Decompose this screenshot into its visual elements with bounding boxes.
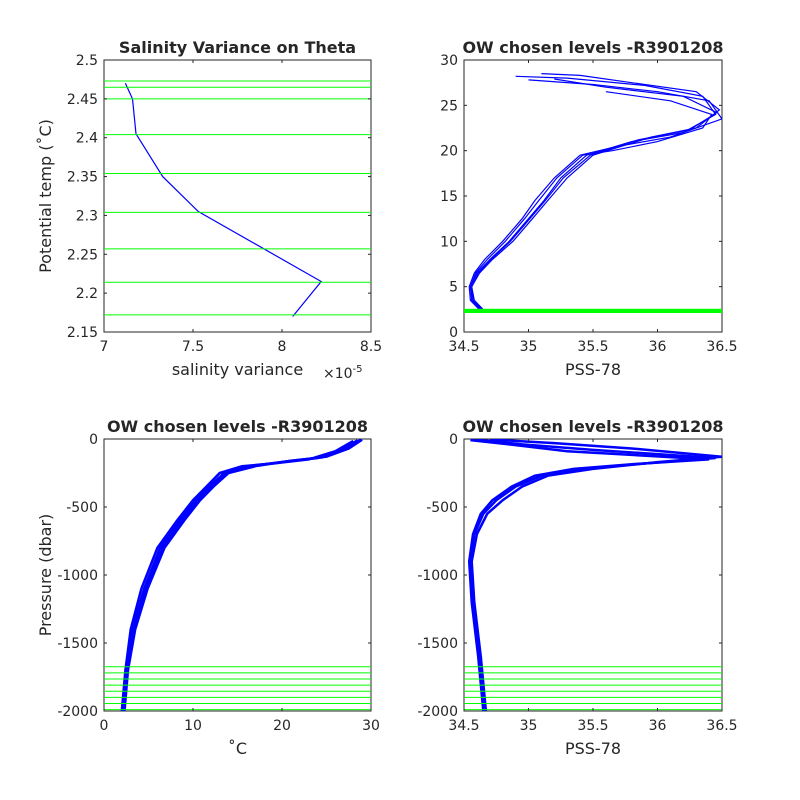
x-tick-label: 36.5 <box>706 339 737 355</box>
y-tick-label: 2.3 <box>76 208 98 224</box>
y-tick-label: -2000 <box>57 704 98 720</box>
series-line-5 <box>471 78 719 312</box>
chart-title: Salinity Variance on Theta <box>119 38 356 57</box>
x-tick-label: 36 <box>649 718 667 734</box>
series-line-2 <box>468 79 722 312</box>
y-tick-label: -2000 <box>417 704 458 720</box>
series-line-3 <box>467 439 710 711</box>
y-tick-label: -1000 <box>417 568 458 584</box>
y-tick-label: 2.45 <box>67 92 98 108</box>
x-tick-label: 8.5 <box>360 339 382 355</box>
y-tick-label: 0 <box>449 432 458 448</box>
x-axis-label: PSS-78 <box>565 739 621 758</box>
x-axis-label: salinity variance <box>172 360 303 379</box>
y-tick-label: 2.35 <box>67 170 98 186</box>
y-tick-label: 0 <box>89 432 98 448</box>
plot-area <box>103 59 372 333</box>
y-tick-label: 2.5 <box>76 53 98 69</box>
plot-content <box>104 439 371 711</box>
y-tick-label: -1500 <box>417 636 458 652</box>
y-tick-label: 15 <box>440 189 458 205</box>
y-tick-label: -500 <box>66 500 98 516</box>
plot-area <box>103 438 372 712</box>
plot-content <box>104 80 371 317</box>
y-tick-label: 2.2 <box>76 286 98 302</box>
plot-content <box>464 439 722 711</box>
x-tick-label: 36.5 <box>706 718 737 734</box>
y-axis-label: Potential temp (˚C) <box>36 119 55 273</box>
x-axis-label: PSS-78 <box>565 360 621 379</box>
series-line-1 <box>469 439 716 711</box>
series-line-4 <box>122 439 361 711</box>
chart-panel-4: 34.5 35 35.5 36 36.5 -2000 -1500 -1000 -500 0OW c… <box>417 417 737 758</box>
x-tick-label: 35.5 <box>577 718 608 734</box>
x-tick-label: 8 <box>278 339 287 355</box>
y-tick-label: -1500 <box>57 636 98 652</box>
x-tick-label: 7.5 <box>182 339 204 355</box>
y-tick-label: -500 <box>426 500 458 516</box>
chart-panel-3: 0 10 20 30 -2000 -1500 -1000 -500 0 OW chosen lev… <box>36 417 380 758</box>
y-tick-label: 2.15 <box>67 325 98 341</box>
series-line-4 <box>469 91 713 312</box>
series-line-1 <box>469 75 717 312</box>
x-axis-label: ˚C <box>228 739 247 758</box>
y-tick-label: 5 <box>449 280 458 296</box>
x-tick-label: 10 <box>184 718 202 734</box>
plot-area <box>463 438 723 712</box>
x-tick-label: 35.5 <box>577 339 608 355</box>
plot-area <box>463 59 723 333</box>
x-tick-label: 36 <box>649 339 667 355</box>
x-tick-label: 7 <box>100 339 109 355</box>
x-tick-label: 0 <box>100 718 109 734</box>
y-tick-label: 30 <box>440 53 458 69</box>
y-tick-label: 20 <box>440 144 458 160</box>
chart-title: OW chosen levels -R3901208 <box>462 38 723 57</box>
y-tick-label: 25 <box>440 98 458 114</box>
y-tick-label: 2.4 <box>76 131 98 147</box>
x-tick-label: 35 <box>520 718 538 734</box>
y-tick-label: 0 <box>449 325 458 341</box>
chart-title: OW chosen levels -R3901208 <box>107 417 368 436</box>
series-line-3 <box>471 73 721 312</box>
y-tick-label: -1000 <box>57 568 98 584</box>
plot-content <box>464 73 722 314</box>
y-axis-label: Pressure (dbar) <box>36 514 55 637</box>
chart-title: OW chosen levels -R3901208 <box>462 417 723 436</box>
chart-panel-1: 7 7.5 8 8.5 2.15 2.2 2.25 2.3 2.35 2.4 2.45 2.5 Sali… <box>36 38 382 382</box>
x-tick-label: 30 <box>362 718 380 734</box>
y-tick-label: 2.25 <box>67 247 98 263</box>
x-tick-label: 20 <box>273 718 291 734</box>
x-tick-label: 34.5 <box>448 718 479 734</box>
x-tick-label: 34.5 <box>448 339 479 355</box>
x-tick-label: 35 <box>520 339 538 355</box>
x-axis-multiplier: ×10-5 <box>323 364 363 382</box>
y-tick-label: 10 <box>440 234 458 250</box>
x-axis-exponent: -5 <box>353 364 363 375</box>
series-line-2 <box>470 439 722 711</box>
